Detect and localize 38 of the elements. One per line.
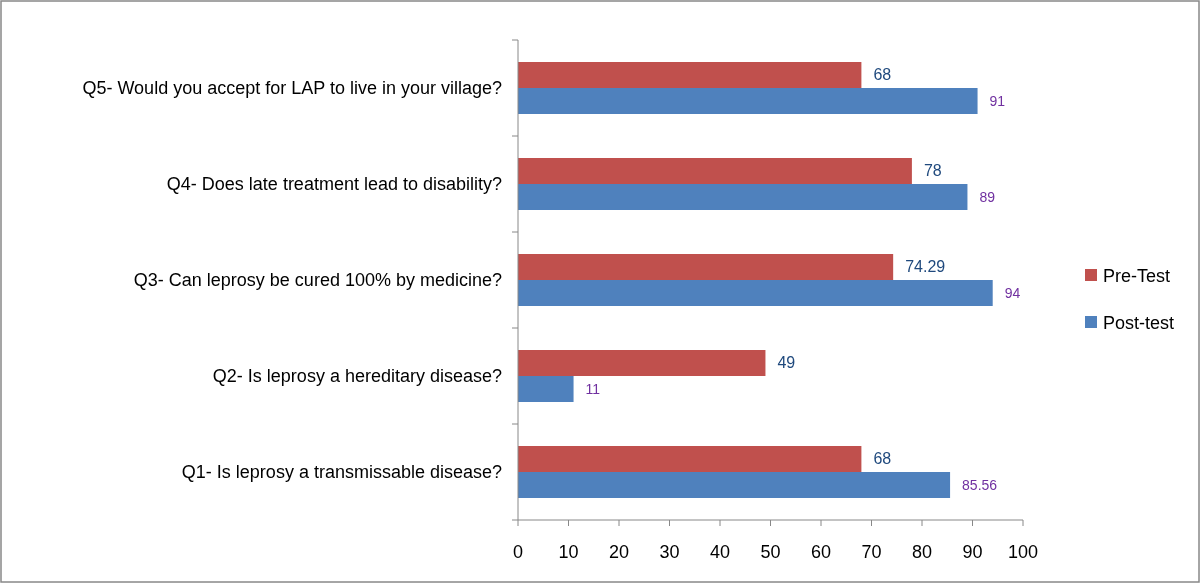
x-tick-label: 50 bbox=[760, 542, 781, 562]
x-tick-label: 60 bbox=[810, 542, 832, 562]
bar bbox=[518, 158, 912, 184]
bar bbox=[518, 88, 978, 114]
data-label: 89 bbox=[979, 189, 996, 205]
x-tick-label: 30 bbox=[659, 542, 680, 562]
data-label: 68 bbox=[873, 66, 892, 83]
x-tick-label: 80 bbox=[911, 542, 933, 562]
data-label: 11 bbox=[585, 381, 601, 397]
bar bbox=[518, 472, 951, 498]
data-label: 94 bbox=[1004, 285, 1021, 301]
bar bbox=[518, 446, 862, 472]
x-tick-label: 100 bbox=[1007, 542, 1039, 562]
y-tick-label: Q2- Is leprosy a hereditary disease? bbox=[212, 366, 502, 386]
x-tick-label: 70 bbox=[861, 542, 882, 562]
x-tick-label: 90 bbox=[962, 542, 983, 562]
x-tick-label: 20 bbox=[608, 542, 630, 562]
data-label: 78 bbox=[923, 162, 942, 179]
data-label: 91 bbox=[989, 93, 1006, 109]
x-tick-label: 0 bbox=[512, 542, 524, 562]
y-tick-label: Q5- Would you accept for LAP to live in your village? bbox=[82, 78, 502, 98]
data-label: 85.56 bbox=[962, 477, 998, 493]
bar bbox=[518, 62, 862, 88]
data-label: 74.29 bbox=[905, 258, 946, 275]
y-tick-label: Q3- Can leprosy be cured 100% by medicine? bbox=[133, 270, 502, 290]
legend-label: Pre-Test bbox=[1103, 266, 1171, 286]
legend-label: Post-test bbox=[1103, 313, 1175, 333]
bar bbox=[518, 184, 968, 210]
bar bbox=[518, 376, 574, 402]
x-tick-label: 10 bbox=[558, 542, 579, 562]
bar bbox=[518, 280, 993, 306]
data-label: 49 bbox=[777, 354, 796, 371]
bar bbox=[518, 254, 894, 280]
x-tick-label: 40 bbox=[709, 542, 731, 562]
bar bbox=[518, 350, 766, 376]
y-tick-label: Q4- Does late treatment lead to disability? bbox=[166, 174, 502, 194]
data-label: 68 bbox=[873, 450, 892, 467]
y-tick-label: Q1- Is leprosy a transmissable disease? bbox=[181, 462, 502, 482]
